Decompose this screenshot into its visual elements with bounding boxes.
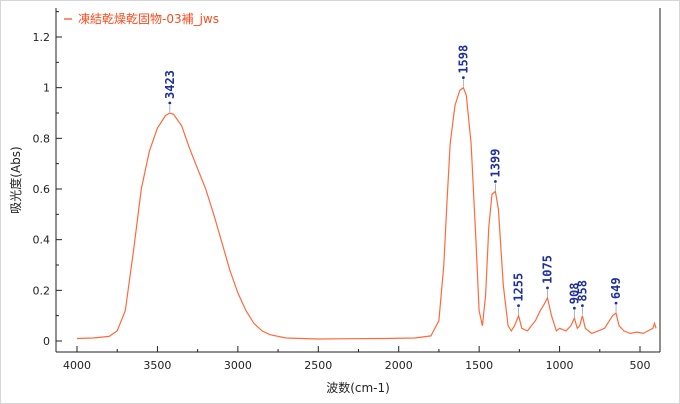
- peak-marker: [517, 304, 520, 308]
- y-tick-label: 0.4: [33, 234, 51, 247]
- x-tick-label: 1500: [465, 359, 493, 372]
- legend-entry: 凍結乾燥乾固物-03補_jws: [78, 12, 219, 26]
- peak-label-1598: 1598: [456, 45, 470, 74]
- peak-label-649: 649: [609, 277, 623, 299]
- peak-marker: [168, 101, 172, 105]
- peak-label-1075: 1075: [541, 255, 555, 284]
- peak-marker: [572, 306, 576, 310]
- y-axis-title: 吸光度(Abs): [8, 146, 23, 213]
- x-tick-label: 2000: [385, 359, 413, 372]
- series-line-spectrum: [76, 86, 657, 340]
- y-tick-label: 1: [43, 82, 50, 95]
- y-tick-label: 0.8: [33, 132, 51, 145]
- peak-label-858: 858: [575, 280, 589, 302]
- peak-label-1399: 1399: [488, 149, 502, 178]
- peak-marker: [546, 286, 549, 290]
- peak-marker: [614, 301, 618, 305]
- y-tick-label: 0.2: [33, 284, 51, 297]
- peak-marker: [493, 180, 497, 183]
- y-tick-label: 1.2: [33, 31, 51, 44]
- x-tick-label: 2500: [304, 359, 332, 372]
- legend: 凍結乾燥乾固物-03補_jws: [64, 12, 219, 26]
- x-tick-label: 3500: [143, 359, 171, 372]
- peak-marker: [461, 76, 465, 80]
- y-tick-label: 0: [43, 335, 50, 348]
- y-ticks: 0 0.2 0.4 0.6 0.8 1 1.2: [33, 11, 62, 348]
- x-axis-title: 波数(cm-1): [326, 380, 390, 395]
- peak-label-3423: 3423: [163, 70, 177, 99]
- y-tick-label: 0.6: [33, 183, 51, 196]
- peak-marker: [581, 304, 584, 308]
- peak-label-1255: 1255: [512, 273, 526, 302]
- peak-label-908: 908: [567, 283, 581, 305]
- x-tick-label: 3000: [224, 359, 252, 372]
- x-tick-label: 4000: [63, 359, 91, 372]
- x-ticks: 4000 3500 3000 2500 2000 1500 1000 500: [63, 346, 651, 372]
- x-tick-label: 500: [630, 359, 651, 372]
- x-tick-label: 1000: [546, 359, 574, 372]
